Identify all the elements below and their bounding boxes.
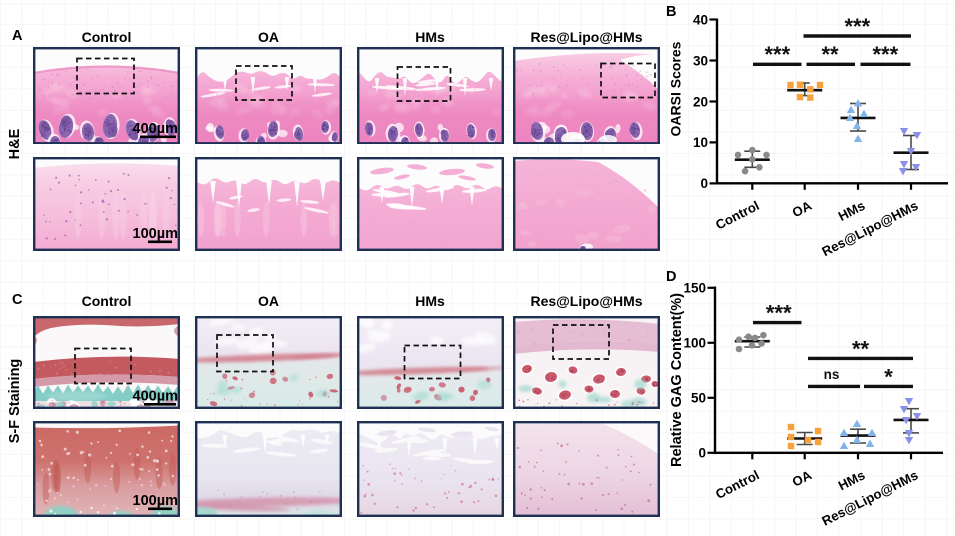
svg-text:50: 50	[691, 391, 706, 406]
svg-text:30: 30	[693, 53, 708, 68]
svg-text:100µm: 100µm	[133, 493, 178, 509]
svg-text:100µm: 100µm	[133, 226, 178, 242]
svg-text:0: 0	[698, 446, 706, 461]
svg-text:10: 10	[693, 135, 708, 150]
svg-text:*: *	[884, 364, 893, 389]
svg-text:OARSI Scores: OARSI Scores	[668, 41, 684, 136]
svg-text:HMs: HMs	[836, 467, 868, 493]
svg-text:40: 40	[693, 12, 708, 27]
svg-text:0: 0	[700, 176, 708, 191]
svg-text:**: **	[852, 336, 870, 361]
svg-text:OA: OA	[790, 467, 815, 490]
svg-text:B: B	[666, 4, 676, 20]
svg-text:**: **	[821, 42, 839, 67]
svg-text:***: ***	[872, 42, 898, 67]
svg-text:OA: OA	[790, 198, 815, 221]
svg-text:***: ***	[766, 301, 792, 326]
svg-text:Control: Control	[713, 198, 762, 233]
svg-text:Res@Lipo@HMs: Res@Lipo@HMs	[819, 467, 920, 528]
svg-text:Relative GAG Content(%): Relative GAG Content(%)	[669, 293, 685, 467]
svg-text:400µm: 400µm	[133, 388, 178, 404]
svg-text:***: ***	[844, 14, 870, 39]
svg-text:400µm: 400µm	[133, 121, 178, 137]
svg-text:Control: Control	[713, 467, 762, 502]
svg-text:20: 20	[693, 94, 708, 109]
svg-text:ns: ns	[824, 367, 840, 382]
svg-text:D: D	[666, 269, 676, 285]
svg-text:150: 150	[683, 281, 706, 296]
svg-text:100: 100	[683, 336, 706, 351]
svg-text:Res@Lipo@HMs: Res@Lipo@HMs	[819, 198, 920, 259]
svg-text:HMs: HMs	[836, 198, 868, 224]
svg-text:***: ***	[764, 42, 790, 67]
